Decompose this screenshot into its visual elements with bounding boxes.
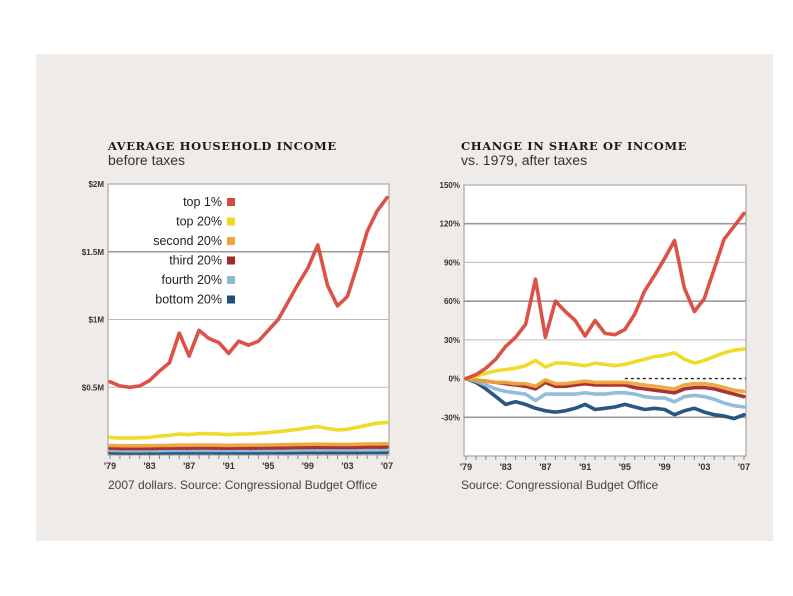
x-tick-label: '95 [262,461,274,471]
x-tick-label: '03 [341,461,353,471]
legend-label: fourth 20% [162,273,222,287]
legend-label: top 1% [183,195,222,209]
y-tick-label: $1M [88,316,104,325]
x-tick-label: '95 [619,462,631,472]
x-tick-label: '83 [500,462,512,472]
y-tick-label: $2M [88,180,104,189]
series-line-second-20- [108,442,389,448]
y-tick-label: 120% [440,220,460,229]
series-line-top-1- [108,195,389,390]
legend-swatch [227,217,235,226]
series-line-third-20- [108,445,389,451]
series-line-fourth-20- [108,447,389,453]
y-tick-label: 150% [440,181,460,190]
right-chart-title: CHANGE IN SHARE OF INCOME [461,139,688,153]
y-tick-label: 60% [444,297,460,306]
left-chart-subtitle: before taxes [108,152,186,168]
series-line-top-20- [464,347,746,381]
left-chart-title: AVERAGE HOUSEHOLD INCOME [108,139,337,153]
series-line-top-20- [108,420,389,440]
x-tick-label: '07 [381,461,393,471]
series-line-bottom-20- [108,450,389,455]
left-chart-source: 2007 dollars. Source: Congressional Budg… [108,478,378,492]
y-tick-label: 30% [444,336,460,345]
x-tick-label: '91 [223,461,235,471]
legend-swatch [227,256,235,265]
right-chart-source: Source: Congressional Budget Office [461,478,659,492]
legend-swatch [227,295,235,304]
series-line-bottom-20- [464,376,746,421]
legend-swatch [227,237,235,245]
x-tick-label: '79 [460,462,472,472]
x-tick-label: '87 [539,462,551,472]
series-line-second-20- [464,376,746,394]
x-tick-label: '91 [579,462,591,472]
legend-label: top 20% [176,215,222,229]
x-tick-label: '83 [143,461,155,471]
y-tick-label: -30% [441,413,460,422]
y-tick-label: 90% [444,258,460,267]
legend-swatch [227,276,235,284]
right-chart-subtitle: vs. 1979, after taxes [461,152,588,168]
y-tick-label: $0.5M [82,383,105,392]
x-tick-label: '03 [698,462,710,472]
x-tick-label: '79 [104,461,116,471]
plot-area [463,184,747,457]
legend-label: bottom 20% [155,293,222,307]
series-line-fourth-20- [464,376,746,409]
x-tick-label: '87 [183,461,195,471]
x-tick-label: '07 [738,462,750,472]
x-tick-label: '99 [302,461,314,471]
legend-label: second 20% [153,234,222,248]
legend-label: third 20% [169,254,222,268]
series-line-top-1- [464,211,746,381]
legend-swatch [227,198,235,206]
y-tick-label: $1.5M [82,248,105,257]
y-tick-label: 0% [448,375,460,384]
x-tick-label: '99 [658,462,670,472]
